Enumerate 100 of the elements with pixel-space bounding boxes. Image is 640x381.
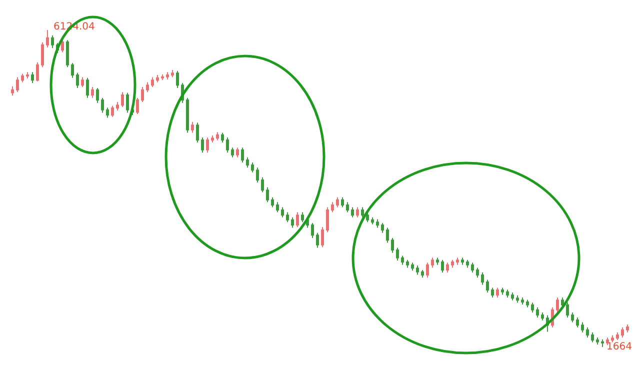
candlestick (76, 72, 79, 89)
candlestick (101, 97, 104, 114)
candlestick (611, 334, 614, 343)
candlestick (616, 332, 619, 341)
candlestick (301, 212, 304, 223)
candlestick (36, 62, 39, 82)
candlestick (206, 136, 209, 154)
candlestick (281, 206, 284, 218)
candlestick (426, 262, 429, 278)
candlestick (221, 132, 224, 144)
candlestick (271, 196, 274, 208)
candlestick (171, 69, 174, 78)
candlestick (466, 259, 469, 268)
candlestick (606, 336, 609, 346)
candlestick (316, 232, 319, 248)
candlestick (266, 186, 269, 203)
candlestick (121, 92, 124, 108)
candlestick (436, 257, 439, 266)
candlestick (411, 262, 414, 272)
candlestick (341, 196, 344, 208)
candlestick (626, 324, 629, 333)
annotation: 1664 (606, 342, 632, 352)
candlestick (276, 202, 279, 213)
candlestick (601, 338, 604, 348)
candlestick (556, 297, 559, 313)
candlestick (146, 82, 149, 93)
candlestick (511, 292, 514, 301)
candlestick (431, 257, 434, 268)
candlestick (356, 206, 359, 218)
candlestick (156, 74, 159, 83)
candlestick (141, 86, 144, 102)
candlestick (441, 259, 444, 274)
candlestick (621, 326, 624, 338)
candlestick (516, 294, 519, 304)
candlestick (41, 42, 44, 68)
candlestick (456, 257, 459, 266)
candlestick (261, 176, 264, 193)
candlestick (226, 136, 229, 154)
candlestick (231, 147, 234, 158)
candlestick (361, 206, 364, 218)
candlestick (116, 101, 119, 112)
candlestick (136, 97, 139, 115)
candlestick (471, 262, 474, 274)
candlestick (321, 226, 324, 248)
candlestick (391, 237, 394, 254)
candlestick (26, 72, 29, 79)
candlestick (496, 287, 499, 298)
candlestick (246, 156, 249, 168)
candlestick (596, 336, 599, 345)
candlestick (351, 206, 354, 218)
candlestick (106, 107, 109, 118)
candlestick (256, 167, 259, 183)
candlestick (561, 297, 564, 308)
candlestick (401, 255, 404, 266)
candlestick (91, 86, 94, 98)
candlestick (251, 162, 254, 173)
candlestick (326, 206, 329, 233)
candlestick (576, 317, 579, 328)
candlestick (491, 287, 494, 298)
candlestick (371, 216, 374, 225)
candlestick (176, 70, 179, 89)
candlestick (476, 267, 479, 278)
candlestick (241, 147, 244, 164)
candlestick (531, 302, 534, 313)
candlestick (126, 92, 129, 114)
candlestick (216, 132, 219, 141)
candlestick (96, 88, 99, 104)
candlestick (296, 212, 299, 228)
candlestick (196, 122, 199, 144)
candlestick (46, 30, 49, 48)
candlestick (381, 222, 384, 234)
candlestick (586, 326, 589, 338)
candlestick (486, 279, 489, 293)
candlestick (421, 269, 424, 278)
candlestick (541, 312, 544, 321)
candlestick (21, 73, 24, 83)
candlestick (211, 135, 214, 144)
candlestick (61, 39, 64, 53)
candlestick (11, 86, 14, 96)
candlestick (201, 136, 204, 154)
candlestick (236, 147, 239, 158)
candlestick (111, 105, 114, 118)
candlestick (291, 216, 294, 228)
candlestick (186, 97, 189, 134)
candlestick (416, 265, 419, 276)
candlestick (166, 72, 169, 80)
candlestick (481, 272, 484, 286)
candlestick (331, 202, 334, 213)
candlestick (286, 212, 289, 223)
candlestick (591, 332, 594, 343)
candlestick (71, 62, 74, 78)
candlestick (571, 312, 574, 323)
candlestick (376, 218, 379, 228)
candlestick (526, 299, 529, 308)
candlestick (346, 202, 349, 213)
candlestick (51, 34, 54, 49)
candlestick (446, 262, 449, 274)
candlestick (16, 76, 19, 93)
candlestick (191, 121, 194, 134)
candlestick (336, 196, 339, 208)
